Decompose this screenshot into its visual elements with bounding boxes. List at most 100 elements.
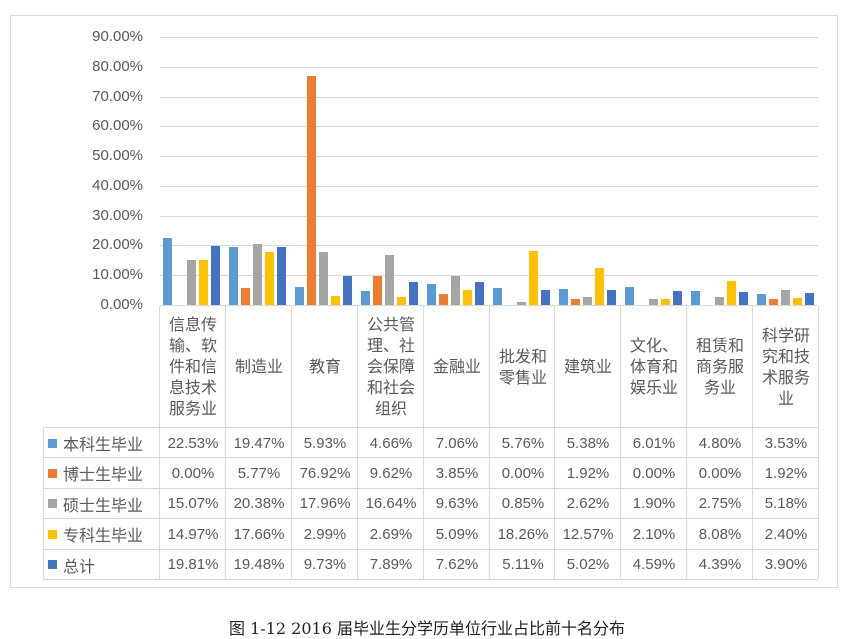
bar-1[interactable] [691,290,700,305]
y-axis-tick-label: 50.00% [92,147,143,165]
table-column-divider [489,306,490,579]
bar-4[interactable] [199,260,208,305]
table-value-cell: 6.01% [632,434,676,452]
category-label-line: 究和技 [761,346,810,366]
category-label-line: 娱乐业 [629,378,678,397]
y-axis-tick-label: 40.00% [92,176,143,194]
bar-2[interactable] [307,75,316,305]
bar-4[interactable] [331,296,340,305]
gridline [160,305,818,306]
category-label: 批发和 零售业 [490,306,556,427]
category-label-line: 制造业 [234,357,283,376]
table-column-divider [686,306,687,579]
figure-caption: 图 1-12 2016 届毕业生分学历单位行业占比前十名分布 [229,619,625,638]
table-value-cell: 4.66% [369,434,413,452]
bar-3[interactable] [649,299,658,305]
bar-1[interactable] [559,288,568,305]
table-column-divider [752,306,753,579]
category-label-line: 务业 [703,378,736,397]
bar-5[interactable] [739,291,748,305]
table-value-cell: 5.77% [237,464,281,482]
category-label-line: 输、软 [168,336,217,355]
table-value-cell: 7.89% [369,556,413,574]
bar-4[interactable] [463,289,472,305]
bar-1[interactable] [361,291,370,305]
y-axis-tick-label: 30.00% [92,206,143,224]
bar-3[interactable] [517,302,526,305]
bar-4[interactable] [727,280,736,305]
gridline [160,275,818,276]
bar-1[interactable] [493,287,502,305]
bar-2[interactable] [241,287,250,305]
y-axis-tick-label: 60.00% [92,117,143,135]
bar-4[interactable] [793,297,802,305]
bar-5[interactable] [475,282,484,305]
table-value-cell: 5.09% [435,525,479,543]
y-axis-tick-label: 20.00% [92,236,143,254]
category-label: 金融业 [424,306,490,427]
table-value-cell: 4.39% [698,556,742,574]
bar-3[interactable] [781,289,790,305]
table-column-divider [554,306,555,579]
table-value-cell: 3.53% [764,434,808,452]
table-value-cell: 20.38% [233,495,285,513]
legend-text: 博士生毕业 [63,465,144,485]
bar-1[interactable] [625,287,634,305]
table-column-divider [423,306,424,579]
bar-3[interactable] [583,297,592,305]
table-value-cell: 14.97% [167,525,219,543]
bar-5[interactable] [673,291,682,305]
bar-1[interactable] [229,247,238,305]
bar-4[interactable] [529,250,538,305]
y-axis-tick-label: 80.00% [92,57,143,75]
bar-1[interactable] [757,294,766,305]
bar-4[interactable] [397,296,406,305]
category-label-line: 租赁和 [695,336,744,355]
bar-5[interactable] [805,293,814,305]
bar-5[interactable] [607,290,616,305]
bar-5[interactable] [211,246,220,305]
y-axis-tick-label: 0.00% [100,296,143,313]
gridline [160,37,818,38]
table-value-cell: 18.26% [497,525,549,543]
legend-row-label: 专科生毕业 [44,519,159,549]
bar-4[interactable] [595,267,604,305]
bar-3[interactable] [187,260,196,305]
bar-4[interactable] [265,252,274,305]
bar-4[interactable] [661,298,670,305]
table-column-divider [291,306,292,579]
bar-1[interactable] [427,283,436,305]
bar-2[interactable] [439,293,448,305]
bar-3[interactable] [253,244,262,305]
bar-1[interactable] [163,237,172,305]
category-label-line: 公共管 [366,315,415,334]
category-label-line: 组织 [374,399,407,418]
bar-1[interactable] [295,287,304,305]
table-value-cell: 4.59% [632,556,676,574]
bar-3[interactable] [319,251,328,305]
table-value-cell: 17.96% [299,495,351,513]
table-value-cell: 5.93% [303,434,347,452]
table-row-divider [43,457,818,458]
bar-2[interactable] [373,276,382,305]
bar-3[interactable] [451,276,460,305]
bar-5[interactable] [343,276,352,305]
bar-5[interactable] [277,246,286,305]
table-left-border [43,427,44,579]
gridline [160,245,818,246]
bar-5[interactable] [409,281,418,305]
category-label-line: 件和信 [168,357,217,376]
category-label-line: 信息传 [168,315,217,334]
bar-2[interactable] [769,299,778,305]
bar-5[interactable] [541,289,550,305]
table-value-cell: 2.62% [566,495,610,513]
y-axis-tick-label: 90.00% [92,28,143,45]
bar-3[interactable] [715,296,724,305]
bar-3[interactable] [385,255,394,305]
bar-2[interactable] [571,299,580,305]
category-label-line: 会保障 [366,357,415,376]
legend-row-label: 本科生毕业 [44,428,159,458]
legend-row-label: 博士生毕业 [44,458,159,488]
table-value-cell: 12.57% [562,525,614,543]
table-value-cell: 0.00% [171,464,215,482]
